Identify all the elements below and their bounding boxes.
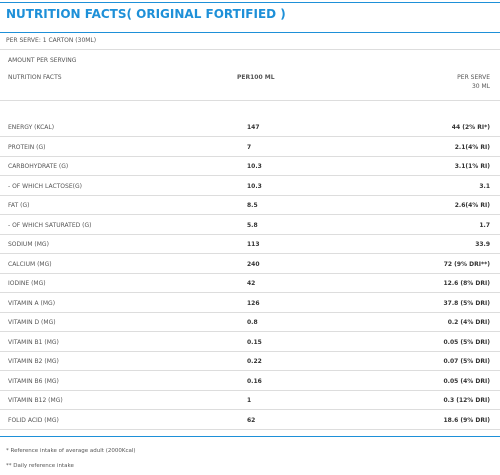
table-cell: VITAMIN B6 (MG) — [8, 377, 59, 385]
table-cell: 0.8 — [247, 319, 258, 326]
header-cell: 30 ML — [471, 83, 490, 90]
table-row: - OF WHICH LACTOSE(G) 10.3 3.1 — [0, 177, 500, 196]
row-rule — [0, 331, 500, 332]
table-row: VITAMIN B6 (MG) 0.16 0.05 (4% DRI) — [0, 372, 500, 391]
footnote: ** Daily reference intake — [6, 463, 74, 469]
table-cell: 3.1 — [479, 182, 490, 190]
row-rule — [0, 272, 500, 274]
table-cell: 8.5 — [247, 202, 258, 209]
table-cell: 0.16 — [247, 377, 262, 385]
amount-label: AMOUNT PER SERVING — [8, 57, 77, 64]
table-cell: CARBOHYDRATE (G) — [8, 163, 69, 170]
table-cell: 12.6 (8% DRI) — [443, 280, 491, 287]
table-cell: 10.3 — [247, 182, 262, 190]
table-row: VITAMIN B12 (ΜG) 1 0.3 (12% DRI) — [0, 391, 500, 410]
table-cell: 0.05 (5% DRI) — [443, 338, 491, 346]
table-row: - OF WHICH SATURATED (G) 5.8 1.7 — [0, 216, 500, 235]
table-cell: 44 (2% RI*) — [451, 124, 490, 131]
table-row: FOLID ACID (ΜG) 62 18.6 (9% DRI) — [0, 411, 500, 430]
table-cell: VITAMIN B12 (ΜG) — [8, 397, 63, 404]
table-cell: 37.8 (5% DRI) — [443, 299, 491, 307]
table-cell: 18.6 (9% DRI) — [443, 416, 491, 424]
table-row: ENERGY (KCAL) 147 44 (2% RI*) — [0, 118, 500, 137]
table-cell: 240 — [247, 260, 260, 268]
rule — [0, 100, 500, 101]
table-cell: 10.3 — [247, 163, 262, 170]
rule — [0, 32, 500, 33]
rule — [0, 2, 500, 3]
row-rule — [0, 136, 500, 137]
table-row: VITAMIN D (ΜG) 0.8 0.2 (4% DRI) — [0, 313, 500, 332]
row-rule — [0, 370, 500, 371]
row-rule — [0, 292, 500, 293]
table-row: FAT (G) 8.5 2.6(4% RI) — [0, 196, 500, 215]
rule — [0, 49, 500, 50]
table-cell: 126 — [247, 299, 260, 307]
table-cell: 2.1(4% RI) — [454, 143, 490, 151]
table-row: CALCIUM (MG) 240 72 (9% DRI**) — [0, 255, 500, 274]
table-row: IODINE (ΜG) 42 12.6 (8% DRI) — [0, 274, 500, 293]
table-cell: VITAMIN D (ΜG) — [8, 319, 56, 326]
table-cell: 72 (9% DRI**) — [443, 260, 490, 268]
table-cell: 0.22 — [247, 358, 262, 365]
table-cell: 0.15 — [247, 338, 262, 346]
table-cell: 1 — [247, 397, 252, 404]
table-cell: 33.9 — [475, 241, 490, 248]
footnote: * Reference intake of average adult (200… — [6, 448, 136, 454]
table-cell: 5.8 — [247, 221, 258, 229]
table-cell: 2.6(4% RI) — [454, 202, 490, 209]
row-rule — [0, 175, 500, 176]
table-cell: 42 — [247, 280, 256, 287]
table-row: VITAMIN B2 (MG) 0.22 0.07 (5% DRI) — [0, 352, 500, 371]
table-cell: 1.7 — [479, 221, 490, 229]
rule — [0, 436, 500, 437]
row-rule — [0, 253, 500, 254]
row-rule — [0, 389, 500, 391]
table-cell: 7 — [247, 143, 252, 151]
table-cell: 0.3 (12% DRI) — [443, 397, 491, 404]
table-cell: FAT (G) — [8, 202, 30, 209]
table-row: VITAMIN A (ΜG) 126 37.8 (5% DRI) — [0, 294, 500, 313]
table-row: PROTEIN (G) 7 2.1(4% RI) — [0, 138, 500, 157]
header-cell: PER SERVE — [457, 74, 490, 81]
table-cell: - OF WHICH SATURATED (G) — [8, 221, 92, 229]
table-cell: FOLID ACID (ΜG) — [8, 416, 59, 424]
table-cell: 3.1(1% RI) — [454, 163, 490, 170]
table-cell: VITAMIN A (ΜG) — [8, 299, 56, 307]
row-rule — [0, 155, 500, 157]
table-cell: 0.05 (4% DRI) — [443, 377, 491, 385]
row-rule — [0, 350, 500, 352]
table-cell: ENERGY (KCAL) — [8, 124, 55, 131]
table-cell: VITAMIN B2 (MG) — [8, 358, 59, 365]
table-row: CARBOHYDRATE (G) 10.3 3.1(1% RI) — [0, 157, 500, 176]
table-cell: PROTEIN (G) — [8, 143, 46, 151]
table-cell: 0.07 (5% DRI) — [443, 358, 491, 365]
table-cell: IODINE (ΜG) — [8, 280, 46, 287]
table-cell: CALCIUM (MG) — [8, 260, 52, 268]
row-rule — [0, 233, 500, 235]
row-rule — [0, 194, 500, 196]
subtitle: PER SERVE: 1 CARTON (30ML) — [6, 37, 97, 44]
table-cell: 113 — [247, 241, 260, 248]
table-cell: 0.2 (4% DRI) — [447, 319, 490, 326]
header-cell: PER100 ML — [237, 74, 275, 81]
table-cell: 147 — [247, 124, 260, 131]
row-rule — [0, 311, 500, 313]
row-rule — [0, 214, 500, 215]
row-rule — [0, 409, 500, 410]
table-cell: VITAMIN B1 (MG) — [8, 338, 59, 346]
table-row: VITAMIN B1 (MG) 0.15 0.05 (5% DRI) — [0, 333, 500, 352]
table-cell: 62 — [247, 416, 256, 424]
table-cell: - OF WHICH LACTOSE(G) — [8, 182, 82, 190]
row-rule — [0, 428, 500, 430]
table-cell: SODIUM (MG) — [8, 241, 49, 248]
title: NUTRITION FACTS( ORIGINAL FORTIFIED ) — [6, 7, 286, 21]
table-row: SODIUM (MG) 113 33.9 — [0, 235, 500, 254]
header-cell: NUTRITION FACTS — [8, 74, 62, 81]
